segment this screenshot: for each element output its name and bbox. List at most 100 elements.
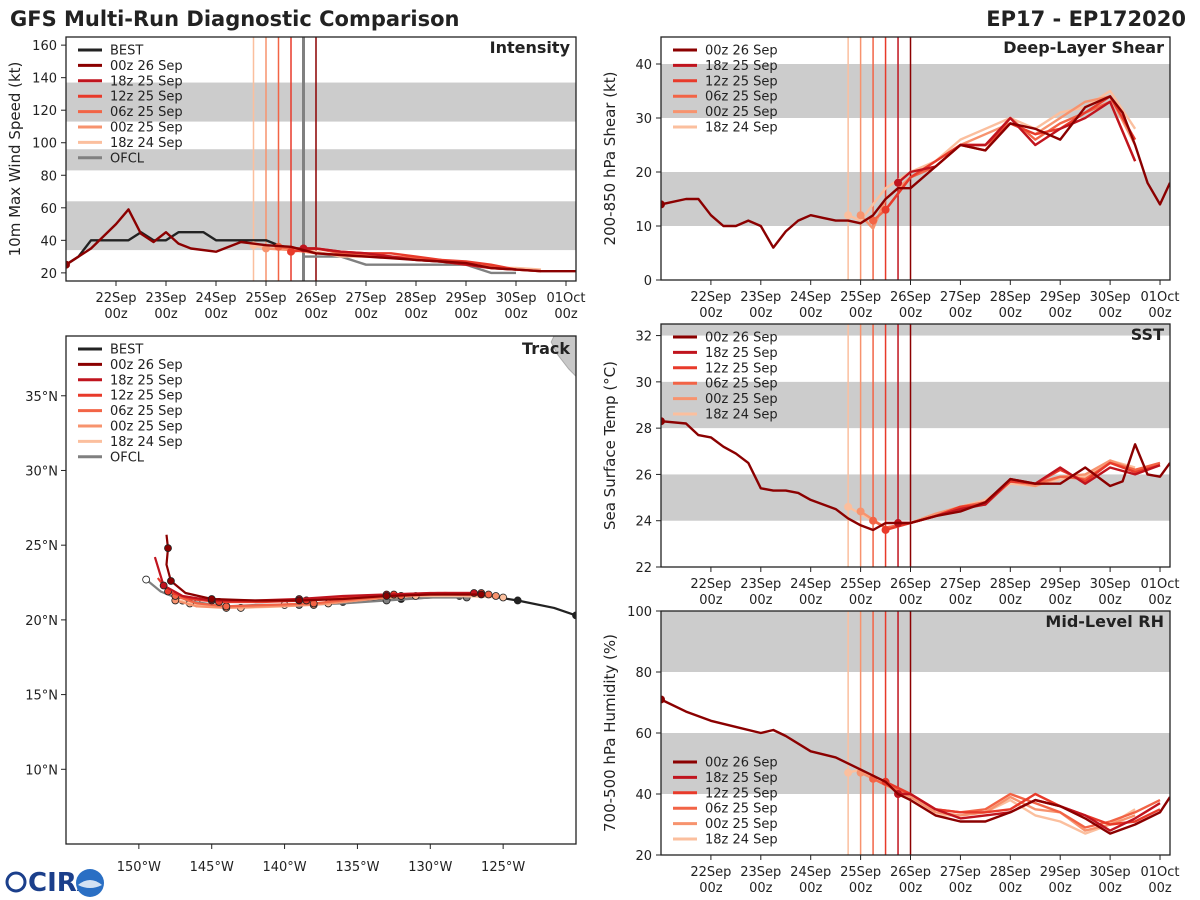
shear-series-group — [661, 89, 1170, 249]
shear-xtick-hour-label: 00z — [1098, 306, 1122, 321]
intensity-legend-label: 12z 25 Sep — [110, 90, 183, 105]
sst-series-start-point — [869, 516, 878, 525]
track-position-point — [484, 590, 493, 599]
intensity-xtick-day-label: 24Sep — [195, 291, 236, 306]
intensity-series-line — [66, 208, 576, 273]
rh-band — [661, 733, 1170, 794]
sst-band — [661, 324, 1170, 336]
sst-ylabel: Sea Surface Temp (°C) — [601, 361, 619, 530]
intensity-xtick-hour-label: 00z — [204, 307, 228, 322]
rh-xtick-day-label: 01Oct — [1141, 865, 1180, 880]
rh-ytick-label: 20 — [635, 849, 652, 864]
rh-ytick-label: 60 — [635, 727, 652, 742]
rh-xtick-day-label: 29Sep — [1040, 865, 1081, 880]
sst-xtick-day-label: 22Sep — [690, 577, 731, 592]
rh-xtick-hour-label: 00z — [799, 881, 823, 896]
intensity-xtick-hour-label: 00z — [554, 307, 578, 322]
track-legend-label: 18z 25 Sep — [110, 373, 183, 388]
sst-xtick-hour-label: 00z — [849, 593, 873, 608]
intensity-series-start-point — [66, 260, 70, 269]
rh-legend-label: 06z 25 Sep — [705, 802, 778, 817]
intensity-ylabel: 10m Max Wind Speed (kt) — [6, 62, 24, 257]
sst-legend-label: 06z 25 Sep — [705, 377, 778, 392]
shear-ytick-label: 40 — [635, 58, 652, 73]
intensity-legend-label: 18z 25 Sep — [110, 74, 183, 89]
track-title: Track — [522, 339, 570, 358]
intensity-xtick-hour-label: 00z — [454, 307, 478, 322]
shear-series-start-point — [894, 178, 903, 187]
sst-xtick-day-label: 26Sep — [890, 577, 931, 592]
shear-legend-label: 06z 25 Sep — [705, 90, 778, 105]
track-position-point — [159, 581, 168, 590]
track-position-point — [167, 577, 175, 585]
shear-xtick-hour-label: 00z — [949, 306, 973, 321]
rh-panel: 2040608010022Sep00z23Sep00z24Sep00z25Sep… — [601, 605, 1180, 896]
storm-id: EP17 - EP172020 — [986, 7, 1186, 31]
sst-xtick-hour-label: 00z — [749, 593, 773, 608]
shear-xtick-day-label: 25Sep — [840, 290, 881, 305]
track-xtick-label: 130°W — [408, 860, 452, 875]
sst-series-start-point — [856, 507, 865, 516]
track-position-point — [477, 590, 486, 599]
shear-series-start-point — [856, 211, 865, 220]
sst-xtick-hour-label: 00z — [1049, 593, 1073, 608]
track-xtick-label: 150°W — [117, 860, 161, 875]
shear-xtick-day-label: 27Sep — [940, 290, 981, 305]
sst-title: SST — [1131, 325, 1164, 344]
rh-title: Mid-Level RH — [1045, 612, 1164, 631]
rh-series-line — [661, 698, 1170, 835]
sst-band — [661, 474, 1170, 521]
rh-xtick-hour-label: 00z — [749, 881, 773, 896]
intensity-xtick-day-label: 25Sep — [245, 291, 286, 306]
track-ytick-label: 35°N — [25, 390, 58, 405]
sst-xtick-day-label: 27Sep — [940, 577, 981, 592]
rh-xtick-hour-label: 00z — [699, 881, 723, 896]
rh-ytick-label: 80 — [635, 666, 652, 681]
intensity-legend-label: 18z 24 Sep — [110, 136, 183, 151]
rh-xtick-day-label: 22Sep — [690, 865, 731, 880]
sst-ytick-label: 28 — [635, 422, 652, 437]
sst-series-start-point — [844, 502, 853, 511]
shear-series-line — [897, 100, 1137, 184]
sst-series-start-point — [661, 417, 665, 426]
rh-series-start-point — [661, 695, 665, 704]
track-legend-label: BEST — [110, 343, 143, 358]
intensity-legend-label: 00z 25 Sep — [110, 121, 183, 136]
track-ytick-label: 20°N — [25, 614, 58, 629]
sst-legend-label: 18z 24 Sep — [705, 408, 778, 423]
intensity-xtick-hour-label: 00z — [354, 307, 378, 322]
rh-series-start-point — [844, 768, 853, 777]
track-ytick-label: 15°N — [25, 689, 58, 704]
track-position-point — [142, 575, 151, 584]
intensity-xtick-day-label: 28Sep — [395, 291, 436, 306]
intensity-title: Intensity — [490, 38, 571, 57]
rh-xtick-day-label: 30Sep — [1090, 865, 1131, 880]
intensity-ytick-label: 100 — [32, 137, 57, 152]
intensity-ytick-label: 120 — [32, 104, 57, 119]
rh-band — [661, 611, 1170, 672]
rh-ytick-label: 40 — [635, 788, 652, 803]
shear-ytick-label: 30 — [635, 112, 652, 127]
sst-band — [661, 381, 1170, 429]
shear-legend-label: 00z 25 Sep — [705, 105, 778, 120]
track-position-point — [382, 592, 391, 600]
intensity-panel: 2040608010012014016022Sep00z23Sep00z24Se… — [6, 36, 586, 322]
sst-ytick-label: 24 — [635, 515, 652, 530]
shear-xtick-hour-label: 00z — [849, 306, 873, 321]
intensity-xtick-hour-label: 00z — [254, 307, 278, 322]
sst-ytick-label: 32 — [635, 330, 652, 345]
rh-legend-label: 18z 25 Sep — [705, 771, 778, 786]
intensity-ytick-label: 140 — [32, 72, 57, 87]
shear-xtick-day-label: 26Sep — [890, 290, 931, 305]
shear-series-line — [661, 95, 1170, 249]
track-series-line — [165, 534, 482, 602]
shear-xtick-day-label: 22Sep — [690, 290, 731, 305]
rh-xtick-day-label: 24Sep — [790, 865, 831, 880]
track-panel: 150°W 145°W 140°W 135°W 130°W 125°W 10°N 15°N 20… — [25, 335, 577, 875]
shear-series-start-point — [844, 211, 853, 220]
intensity-ytick-label: 160 — [32, 39, 57, 54]
shear-xtick-day-label: 29Sep — [1040, 290, 1081, 305]
track-position-point — [222, 602, 231, 611]
shear-xtick-day-label: 01Oct — [1141, 290, 1180, 305]
shear-series-start-point — [869, 216, 878, 225]
